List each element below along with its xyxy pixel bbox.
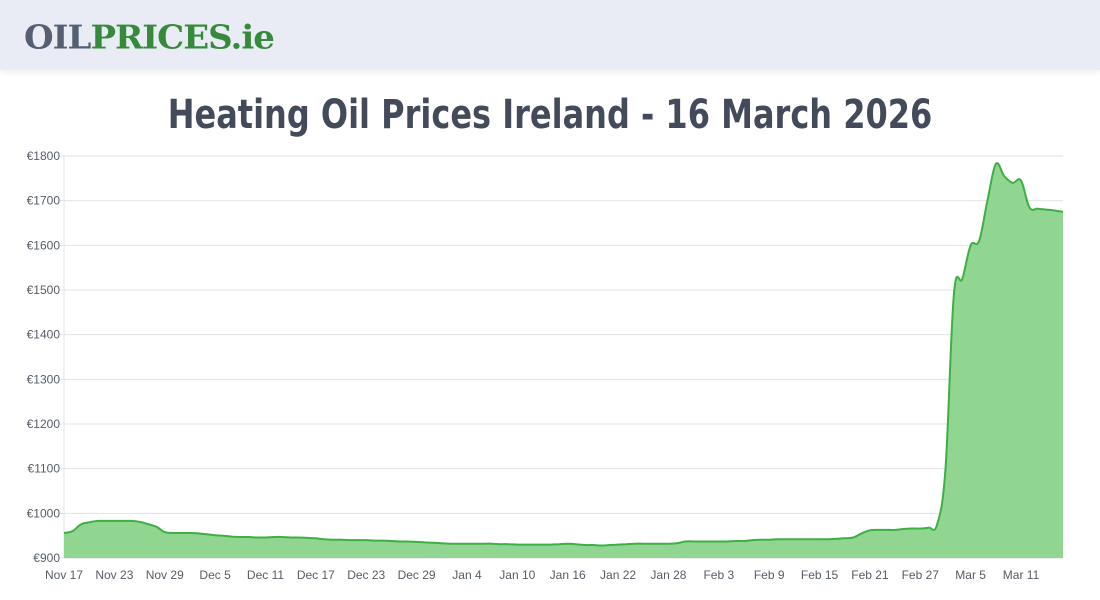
x-axis: Nov 17 Nov 23 Nov 29 Dec 5 Dec 11 Dec 17 Dec 2… xyxy=(45,568,1040,582)
y-tick-label: €1100 xyxy=(28,462,61,476)
x-tick-label: Dec 11 xyxy=(247,568,284,582)
x-tick-label: Feb 15 xyxy=(801,568,839,582)
y-tick-label: €1800 xyxy=(27,149,61,163)
price-area-fill xyxy=(64,163,1063,558)
x-tick-label: Dec 17 xyxy=(297,568,335,582)
x-tick-label: Mar 11 xyxy=(1003,568,1040,582)
x-tick-label: Feb 9 xyxy=(754,568,785,582)
x-tick-label: Jan 22 xyxy=(600,568,636,582)
logo-part-oil: OIL xyxy=(24,19,91,57)
x-tick-label: Jan 16 xyxy=(550,568,586,582)
x-tick-label: Jan 28 xyxy=(650,568,686,582)
page-title: Heating Oil Prices Ireland - 16 March 20… xyxy=(167,92,933,138)
x-tick-label: Nov 23 xyxy=(95,568,133,582)
x-tick-label: Jan 10 xyxy=(499,568,535,582)
price-chart[interactable]: €900 €1000 €1100 €1200 €1300 €1400 €1500 €1600 €… xyxy=(0,140,1100,600)
site-logo[interactable]: OILPRICES.ie xyxy=(24,19,275,57)
x-tick-label: Jan 4 xyxy=(452,568,482,582)
logo-part-prices: PRICES.ie xyxy=(90,19,274,57)
x-tick-label: Nov 29 xyxy=(146,568,184,582)
site-header: OILPRICES.ie xyxy=(0,0,1100,70)
y-tick-label: €1400 xyxy=(27,328,61,342)
y-tick-label: €1200 xyxy=(27,417,61,431)
y-tick-label: €1500 xyxy=(27,283,61,297)
y-tick-label: €1300 xyxy=(27,372,61,386)
x-tick-label: Dec 5 xyxy=(199,568,231,582)
x-tick-label: Dec 23 xyxy=(347,568,385,582)
x-tick-label: Dec 29 xyxy=(398,568,436,582)
price-chart-svg[interactable]: €900 €1000 €1100 €1200 €1300 €1400 €1500 €1600 €… xyxy=(0,140,1100,600)
chart-gridlines xyxy=(60,155,1063,559)
x-tick-label: Nov 17 xyxy=(45,568,83,582)
y-tick-label: €900 xyxy=(33,551,60,565)
x-tick-label: Feb 3 xyxy=(703,568,734,582)
y-axis: €900 €1000 €1100 €1200 €1300 €1400 €1500 €1600 €… xyxy=(27,149,61,565)
price-line[interactable] xyxy=(63,162,1064,547)
x-tick-label: Feb 21 xyxy=(851,568,889,582)
y-tick-label: €1600 xyxy=(27,238,61,252)
x-tick-label: Feb 27 xyxy=(902,568,940,582)
x-tick-label: Mar 5 xyxy=(955,568,986,582)
y-tick-label: €1700 xyxy=(27,194,61,208)
y-tick-label: €1000 xyxy=(27,506,61,520)
